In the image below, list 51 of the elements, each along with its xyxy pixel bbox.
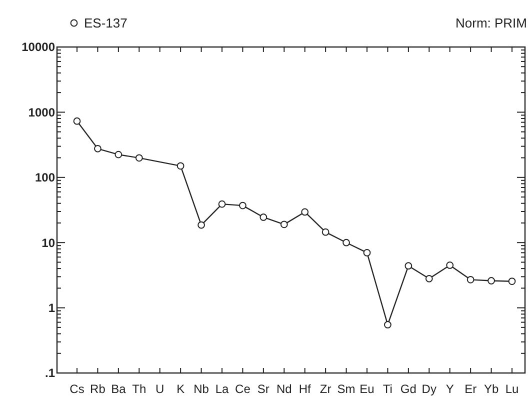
x-tick-label: La bbox=[215, 382, 229, 396]
x-tick-label: Er bbox=[464, 382, 477, 396]
x-tick-label: Nd bbox=[276, 382, 292, 396]
point bbox=[260, 214, 268, 221]
x-tick-label: Eu bbox=[360, 382, 374, 396]
point bbox=[322, 228, 330, 236]
x-tick-label: Sm bbox=[337, 382, 356, 396]
x-tick-label: Lu bbox=[505, 382, 519, 396]
x-tick-label: Zr bbox=[320, 382, 332, 396]
point bbox=[135, 154, 143, 162]
point bbox=[488, 277, 495, 284]
x-tick-label: U bbox=[156, 382, 164, 396]
point bbox=[384, 321, 392, 328]
point bbox=[94, 144, 102, 152]
point bbox=[280, 220, 288, 228]
legend-label: ES-137 bbox=[84, 16, 128, 31]
x-tick-label: Th bbox=[132, 382, 146, 396]
x-tick-label: Ti bbox=[382, 382, 392, 396]
point bbox=[239, 202, 246, 210]
y-tick-label: .1 bbox=[44, 366, 56, 380]
x-tick-label: Cs bbox=[70, 382, 84, 396]
x-tick-label: Yb bbox=[484, 382, 499, 396]
y-tick-label: 100 bbox=[34, 170, 56, 185]
text: Norm: PRIM bbox=[456, 16, 527, 31]
y-tick-label: 1000 bbox=[28, 105, 56, 120]
point bbox=[446, 262, 454, 269]
x-tick-label: Ba bbox=[111, 382, 126, 396]
x-tick-label: Gd bbox=[400, 382, 416, 396]
point bbox=[363, 249, 371, 256]
point bbox=[342, 238, 350, 246]
x-tick-label: Rb bbox=[90, 382, 106, 396]
x-tick-label: Ce bbox=[235, 382, 251, 396]
x-tick-label: Y bbox=[446, 382, 454, 396]
point bbox=[218, 200, 226, 208]
x-tick-label: Dy bbox=[422, 382, 436, 396]
x-tick-label: Nb bbox=[194, 382, 210, 396]
point bbox=[73, 117, 81, 125]
point bbox=[466, 276, 474, 284]
point bbox=[301, 208, 309, 216]
point bbox=[114, 150, 122, 158]
x-tick-label: Hf bbox=[298, 382, 312, 396]
x-tick-label: Sr bbox=[257, 382, 270, 396]
point bbox=[508, 278, 516, 285]
x-tick-label: K bbox=[176, 382, 185, 396]
y-tick-label: 10 bbox=[42, 236, 56, 250]
y-tick-label: 10000 bbox=[22, 40, 56, 54]
point bbox=[425, 274, 433, 282]
point bbox=[198, 221, 205, 229]
point bbox=[404, 262, 412, 270]
y-tick-label: 1 bbox=[48, 301, 56, 315]
point bbox=[176, 162, 184, 170]
